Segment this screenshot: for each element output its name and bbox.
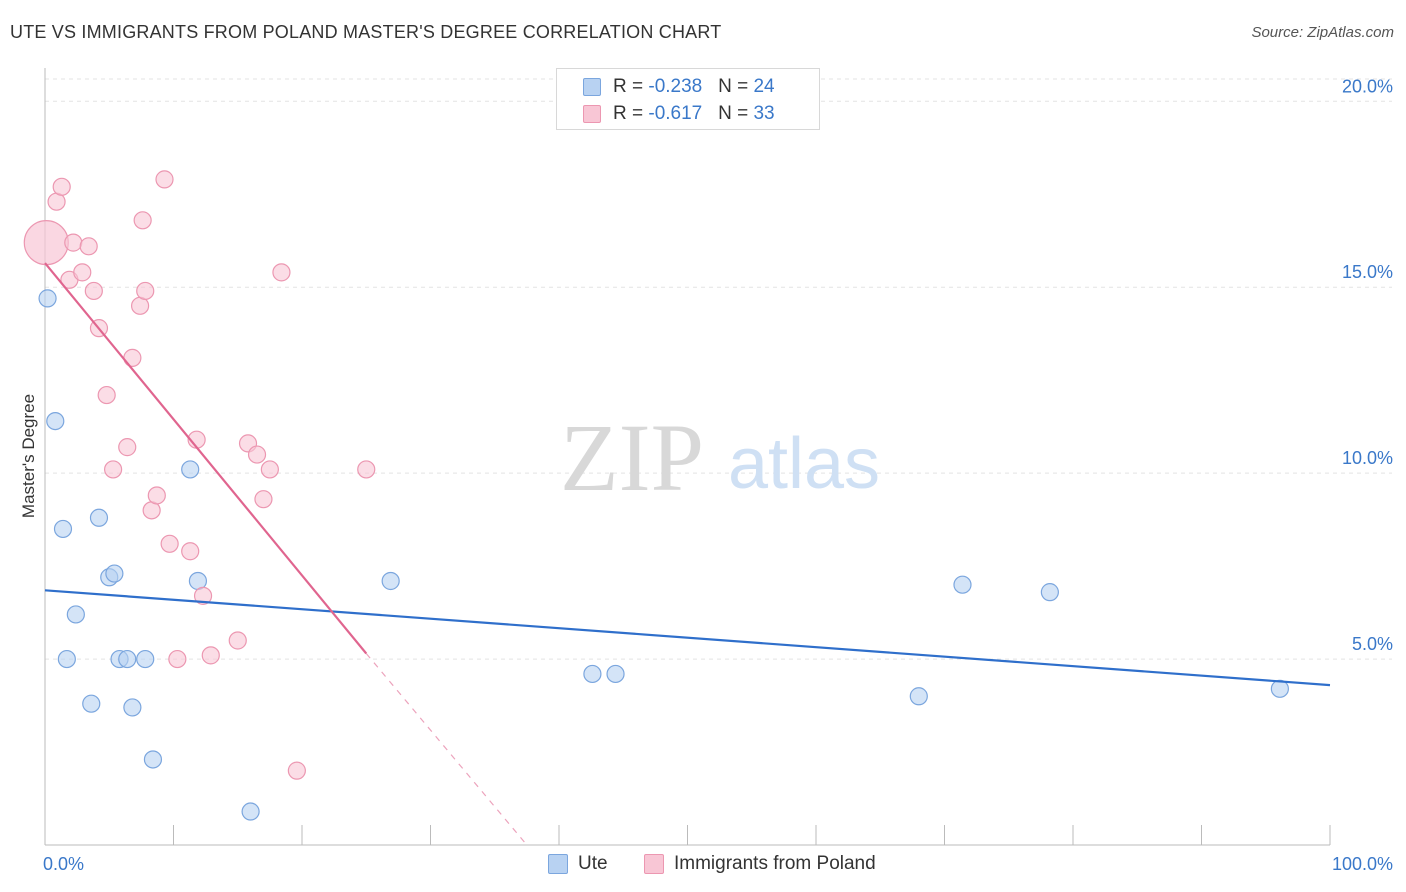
ute-point <box>136 649 155 669</box>
ute-point <box>583 664 602 684</box>
watermark: ZIP atlas <box>560 404 880 511</box>
poland-point <box>272 263 291 282</box>
ute-point <box>381 571 400 591</box>
trend-lines <box>44 262 1331 846</box>
poland-point <box>287 761 306 780</box>
ute-point <box>105 564 124 583</box>
poland-point <box>155 170 174 189</box>
poland-point <box>118 438 137 457</box>
series-legend: Ute Immigrants from Poland <box>0 850 1406 880</box>
poland-trend-line <box>44 262 368 655</box>
chart-title: UTE VS IMMIGRANTS FROM POLAND MASTER'S D… <box>10 22 722 42</box>
poland-point <box>79 237 98 256</box>
poland-swatch-icon <box>583 105 601 123</box>
ute-point <box>46 411 65 431</box>
y-tick-label: 15.0% <box>1342 262 1393 282</box>
ute-legend-swatch-icon <box>548 854 568 874</box>
ute-point <box>241 802 260 821</box>
poland-point <box>73 263 92 282</box>
ute-point <box>53 519 73 539</box>
poland-point <box>84 281 103 301</box>
ute-point <box>82 694 101 713</box>
poland-point <box>181 542 200 561</box>
x-tick-label: 100.0% <box>1332 854 1393 874</box>
poland-n-label: N = <box>718 103 754 124</box>
ute-point <box>909 687 928 706</box>
ute-r-label: R = <box>613 76 649 97</box>
poland-point <box>133 211 152 230</box>
poland-point <box>168 649 187 669</box>
poland-point <box>23 220 69 266</box>
ute-swatch-icon <box>583 78 601 96</box>
poland-point <box>104 460 123 479</box>
y-tick-label: 10.0% <box>1342 448 1393 468</box>
ute-point <box>57 649 76 669</box>
grid-lines <box>45 78 1392 660</box>
poland-point <box>201 646 220 665</box>
ute-point <box>89 508 109 527</box>
poland-point <box>357 460 376 479</box>
poland-point <box>260 460 279 479</box>
poland-point <box>160 534 179 553</box>
tick-labels: 5.0% 10.0% 15.0% 20.0% 0.0% 100.0% <box>43 76 1393 874</box>
data-points <box>23 170 1289 821</box>
ute-point <box>143 750 163 769</box>
source-note: Source: ZipAtlas.com <box>1251 24 1394 41</box>
poland-point <box>52 177 71 196</box>
axes <box>44 68 1331 846</box>
poland-r-label: R = <box>613 103 649 124</box>
ute-point <box>66 605 85 624</box>
y-axis-label: Master's Degree <box>19 394 38 518</box>
ute-trend-line <box>44 589 1331 687</box>
ute-point <box>38 289 57 308</box>
ute-r-value: -0.238 <box>648 76 703 97</box>
legend-label-poland: Immigrants from Poland <box>674 853 876 874</box>
poland-legend-swatch-icon <box>644 854 664 874</box>
poland-point <box>228 631 247 650</box>
ute-point <box>606 664 625 684</box>
x-tick-label: 0.0% <box>43 854 84 874</box>
ute-point <box>181 460 200 479</box>
watermark-zip: ZIP <box>560 404 704 511</box>
ute-point <box>118 649 137 669</box>
ute-point <box>123 698 142 717</box>
poland-point <box>254 490 273 509</box>
poland-point <box>64 233 83 252</box>
poland-point <box>147 486 166 505</box>
poland-point <box>193 586 213 605</box>
poland-n-value: 33 <box>753 103 775 124</box>
poland-point <box>136 281 155 301</box>
poland-point <box>123 348 142 367</box>
poland-trend-extension <box>365 653 528 846</box>
ute-n-label: N = <box>718 76 754 97</box>
poland-point <box>97 385 116 405</box>
correlation-legend: R = -0.238 N = 24 R = -0.617 N = 33 <box>556 68 820 130</box>
watermark-atlas: atlas <box>728 424 880 504</box>
y-tick-label: 5.0% <box>1352 634 1393 654</box>
legend-label-ute: Ute <box>578 853 608 874</box>
ute-n-value: 24 <box>753 76 775 97</box>
ute-point <box>1040 583 1059 602</box>
ute-point <box>953 575 972 594</box>
y-tick-label: 20.0% <box>1342 76 1393 96</box>
poland-r-value: -0.617 <box>648 103 703 124</box>
poland-point <box>247 445 267 464</box>
